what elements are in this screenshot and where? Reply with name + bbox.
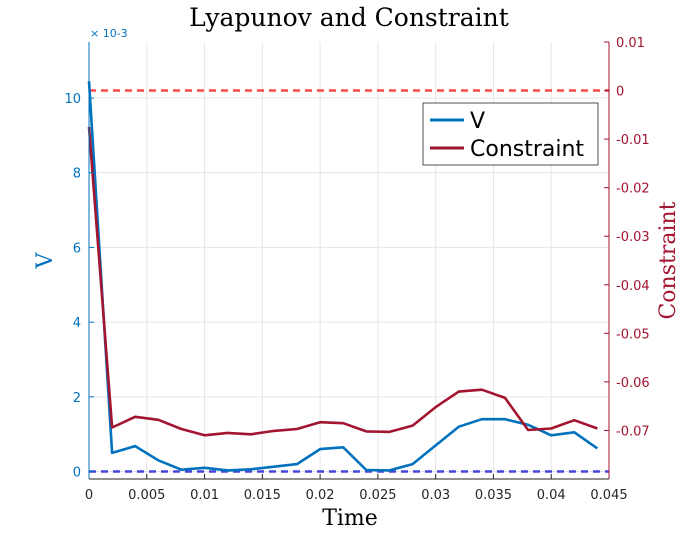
legend-label-constraint: Constraint: [470, 137, 584, 162]
y-right-tick-label: -0.05: [616, 327, 650, 342]
y-axis-label-left: V: [33, 251, 58, 269]
y-right-tick-label: -0.06: [616, 376, 650, 391]
chart-title: Lyapunov and Constraint: [189, 3, 509, 32]
legend-box: [422, 102, 599, 166]
y-right-tick-label: -0.01: [616, 133, 650, 148]
series-line-v: [87, 81, 599, 472]
x-tick-label: 0.035: [475, 488, 512, 503]
x-tick-label: 0.03: [421, 488, 450, 503]
y-right-tick-label: 0.01: [616, 36, 645, 51]
legend-label-v: V: [470, 109, 485, 134]
y-axis-exponent-label: × 10-3: [90, 27, 128, 40]
y-left-tick-label: 10: [64, 92, 81, 107]
y-left-tick-label: 6: [73, 241, 81, 256]
x-tick-label: 0: [85, 488, 93, 503]
y-left-tick-label: 4: [73, 316, 81, 331]
x-tick-label: 0.015: [244, 488, 281, 503]
x-tick-label: 0.025: [359, 488, 396, 503]
reference-lines: [89, 89, 609, 473]
x-tick-label: 0.01: [190, 488, 219, 503]
x-tick-label: 0.02: [306, 488, 335, 503]
y-left-tick-label: 2: [73, 391, 81, 406]
series-line-constraint: [87, 126, 598, 437]
y-right-tick-label: -0.02: [616, 182, 650, 197]
y-right-tick-label: -0.07: [616, 424, 650, 439]
y-right-tick-label: 0: [616, 85, 624, 100]
y-left-tick-label: 8: [73, 167, 81, 182]
x-tick-label: 0.005: [128, 488, 165, 503]
x-axis-label: Time: [322, 506, 378, 531]
y-right-tick-label: -0.03: [616, 230, 650, 245]
axes: 0 0.005 0.01 0.015 0.02 0.025 0.03 0.035 0.04 0.0…: [64, 36, 649, 503]
y-right-tick-label: -0.04: [616, 279, 650, 294]
series: [87, 81, 599, 472]
legend: V Constraint: [422, 102, 599, 166]
x-tick-label: 0.04: [537, 488, 566, 503]
y-axis-label-right: Constraint: [656, 201, 681, 319]
x-tick-label: 0.045: [590, 488, 627, 503]
y-left-tick-label: 0: [73, 466, 81, 481]
